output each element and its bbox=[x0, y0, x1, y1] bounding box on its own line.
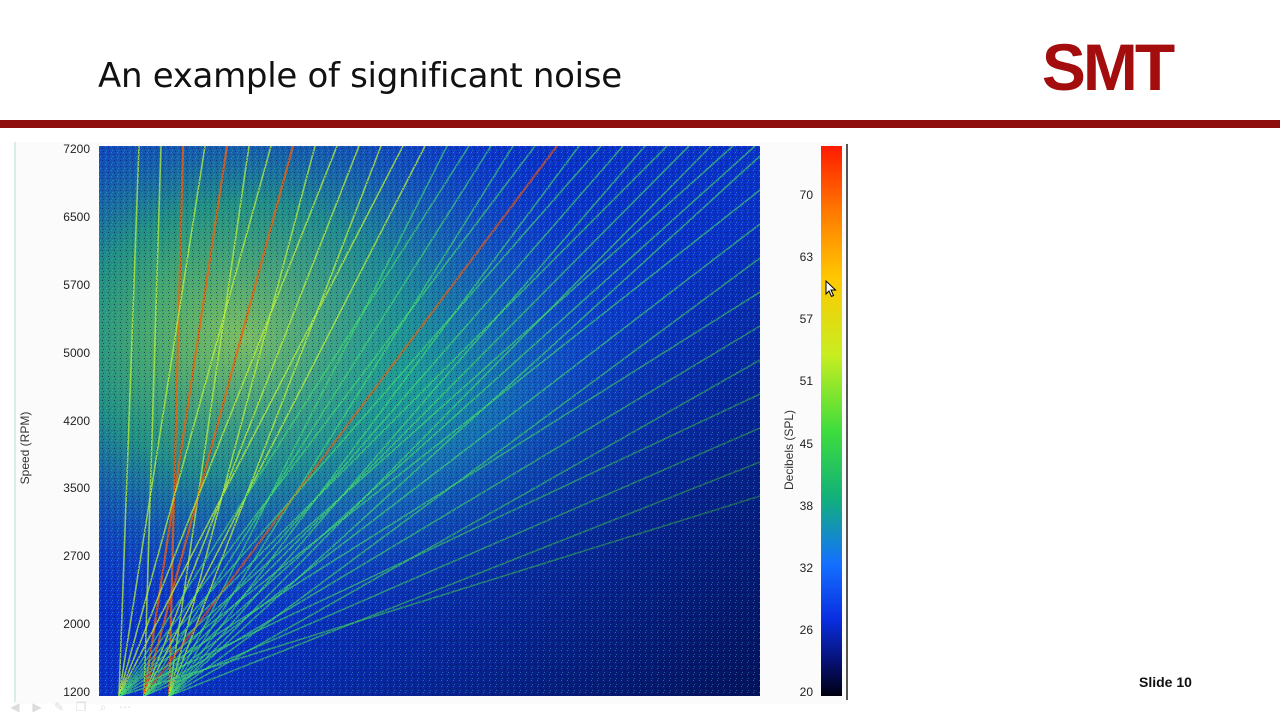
y-tick-label: 2000 bbox=[63, 617, 90, 632]
colorbar-border bbox=[846, 144, 848, 700]
y-axis-title: Speed (RPM) bbox=[18, 411, 32, 485]
y-tick-label: 3500 bbox=[63, 481, 90, 496]
colorbar-tick-label: 63 bbox=[799, 250, 813, 265]
y-tick-label: 5000 bbox=[63, 345, 90, 360]
colorbar-tick-label: 45 bbox=[799, 436, 813, 451]
y-tick-label: 2700 bbox=[63, 549, 90, 564]
previous-icon[interactable]: ◀ bbox=[10, 700, 20, 714]
figure-left-edge bbox=[14, 142, 16, 702]
more-icon[interactable]: ⋯ bbox=[119, 700, 131, 714]
slide-title: An example of significant noise bbox=[98, 56, 622, 96]
smt-logo: SMT bbox=[1042, 38, 1178, 96]
next-icon[interactable]: ▶ bbox=[32, 700, 42, 714]
plot-noise bbox=[99, 146, 760, 696]
presenter-toolbar: ◀ ▶ ✎ ❐ ⌕ ⋯ bbox=[6, 700, 134, 714]
colorbar-tick-label: 70 bbox=[799, 188, 813, 202]
slide-number: Slide 10 bbox=[1139, 674, 1192, 690]
y-tick-label: 7200 bbox=[63, 142, 90, 156]
colorbar-title: Decibels (SPL) bbox=[782, 409, 796, 491]
colorbar bbox=[821, 146, 842, 696]
zoom-icon[interactable]: ⌕ bbox=[99, 700, 107, 714]
logo-text: SMT bbox=[1042, 38, 1175, 96]
pen-icon[interactable]: ✎ bbox=[53, 700, 65, 714]
copy-icon[interactable]: ❐ bbox=[75, 700, 87, 714]
y-tick-label: 6500 bbox=[63, 209, 90, 224]
colorbar-tick-label: 20 bbox=[799, 685, 813, 699]
colorbar-tick-label: 51 bbox=[799, 374, 813, 389]
spectrogram-plot[interactable] bbox=[99, 146, 760, 696]
colorbar-tick-label: 26 bbox=[799, 622, 813, 637]
colorbar-tick-label: 32 bbox=[799, 560, 813, 575]
mouse-cursor-icon bbox=[825, 280, 837, 298]
colorbar-tick-label: 38 bbox=[799, 498, 813, 513]
y-tick-label: 5700 bbox=[63, 277, 90, 292]
y-tick-label: 1200 bbox=[63, 685, 90, 699]
title-rule bbox=[0, 120, 1280, 128]
y-tick-label: 4200 bbox=[63, 413, 90, 428]
colorbar-tick-label: 57 bbox=[799, 312, 813, 327]
